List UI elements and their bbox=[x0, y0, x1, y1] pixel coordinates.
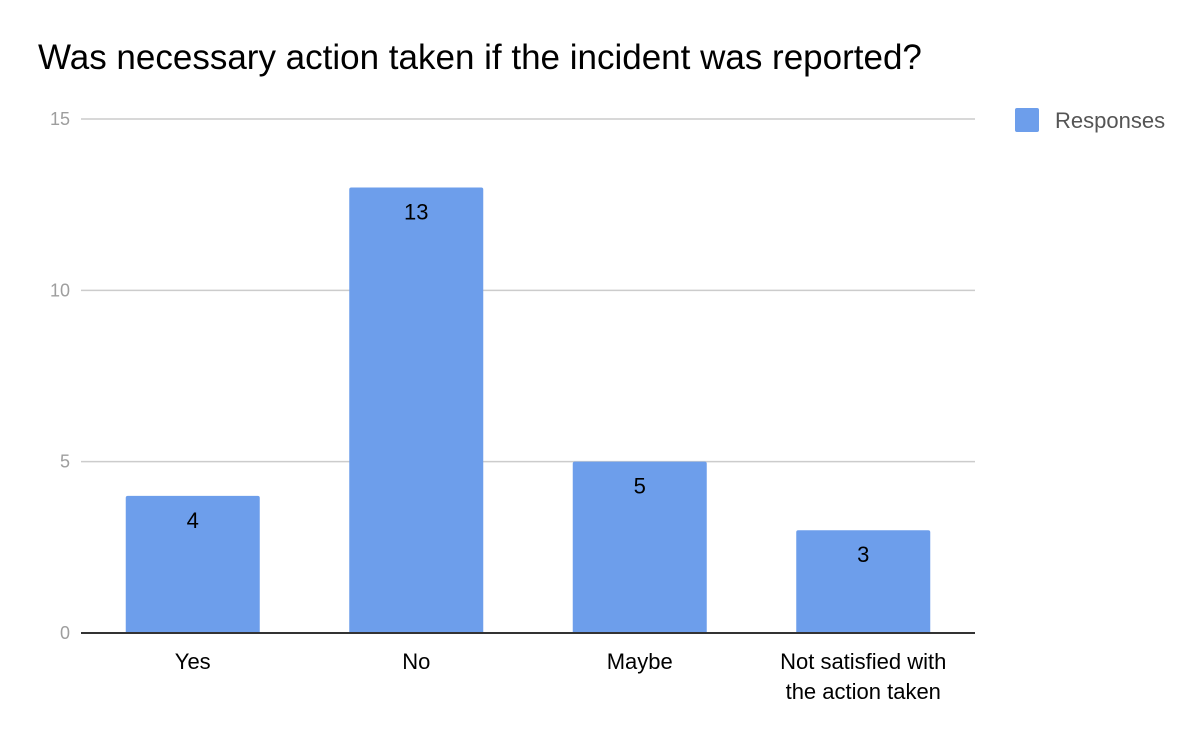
x-tick-label-2: Maybe bbox=[607, 649, 673, 674]
legend-swatch bbox=[1015, 108, 1039, 132]
y-tick-label: 15 bbox=[50, 109, 70, 129]
x-axis-labels: Yes No Maybe Not satisfied with the action t… bbox=[175, 649, 947, 704]
data-label-2: 5 bbox=[634, 474, 646, 499]
gridlines bbox=[81, 118, 975, 463]
y-tick-label: 5 bbox=[60, 452, 70, 472]
data-label-0: 4 bbox=[187, 508, 199, 533]
x-tick-label-0: Yes bbox=[175, 649, 211, 674]
bar-2 bbox=[572, 461, 707, 633]
bar-0 bbox=[125, 495, 260, 633]
data-label-3: 3 bbox=[857, 542, 869, 567]
y-tick-label: 0 bbox=[60, 623, 70, 643]
bar-3 bbox=[796, 530, 931, 633]
x-tick-label-3: Not satisfied with the action taken bbox=[780, 649, 946, 704]
x-tick-label-line: Not satisfied with bbox=[780, 649, 946, 674]
x-tick-label-line: the action taken bbox=[786, 679, 941, 704]
chart-title: Was necessary action taken if the incide… bbox=[38, 38, 922, 77]
y-axis-ticks: 0 5 10 15 bbox=[50, 109, 70, 643]
x-tick-label-line: No bbox=[402, 649, 430, 674]
x-tick-label-1: No bbox=[402, 649, 430, 674]
bar-1 bbox=[349, 187, 484, 634]
bars: 4 13 5 3 bbox=[125, 187, 931, 634]
data-label-1: 13 bbox=[404, 200, 428, 225]
legend-label: Responses bbox=[1055, 108, 1165, 133]
x-tick-label-line: Maybe bbox=[607, 649, 673, 674]
y-tick-label: 10 bbox=[50, 280, 70, 300]
x-tick-label-line: Yes bbox=[175, 649, 211, 674]
legend: Responses bbox=[1015, 108, 1165, 133]
